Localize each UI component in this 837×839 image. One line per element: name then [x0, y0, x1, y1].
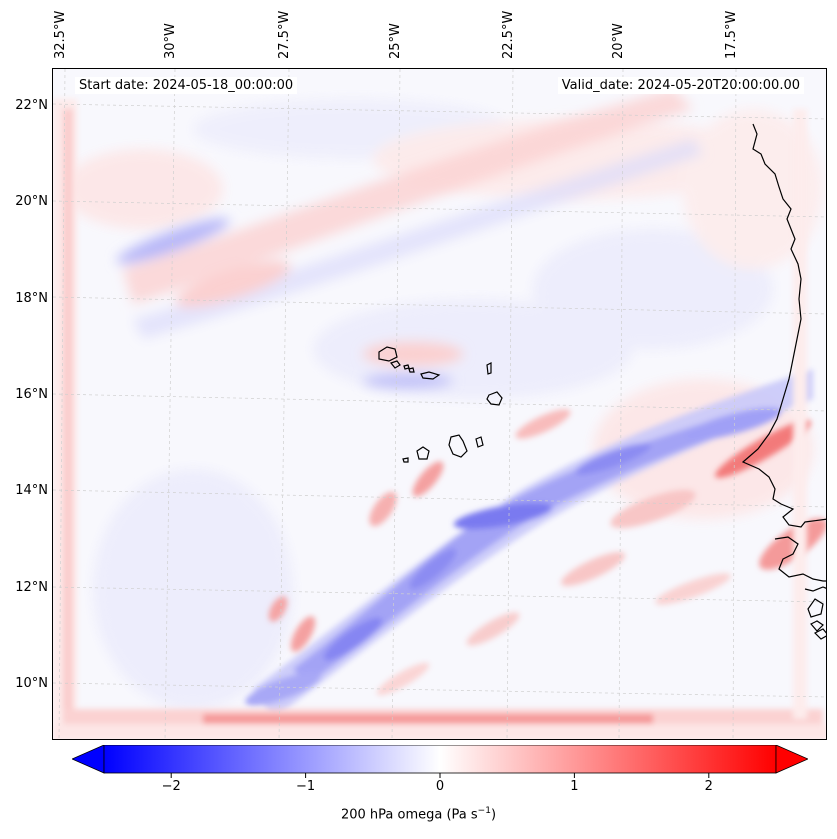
valid-date-label: Valid_date: 2024-05-20T20:00:00.00 — [557, 77, 804, 94]
colorbar-label: 200 hPa omega (Pa s−1) — [0, 806, 837, 822]
colorbar-tick-label: 0 — [435, 779, 445, 794]
colorbar-max-extend — [775, 745, 808, 774]
cape-verde-islands — [378, 346, 503, 463]
lat-label: 22°N — [15, 98, 48, 113]
coastline-africa — [741, 123, 826, 640]
colorbar-label-close: ) — [490, 807, 497, 823]
lon-label: 27.5°W — [277, 10, 292, 59]
gridlines — [53, 69, 826, 739]
map-panel: Start date: 2024-05-18_00:00:00 Valid_da… — [52, 68, 827, 740]
lon-label: 20°W — [611, 23, 626, 59]
start-date-label: Start date: 2024-05-18_00:00:00 — [75, 77, 298, 94]
lat-label: 18°N — [15, 291, 48, 306]
lon-label: 30°W — [163, 23, 178, 59]
colorbar-gradient — [103, 745, 777, 774]
lon-label: 17.5°W — [724, 10, 739, 59]
colorbar-min-extend — [72, 745, 105, 774]
lat-label: 12°N — [15, 580, 48, 595]
colorbar-tick-label: −2 — [161, 779, 181, 794]
omega-field-map — [53, 69, 826, 739]
lat-label: 14°N — [15, 483, 48, 498]
omega-field-broad — [63, 99, 823, 709]
colorbar — [72, 745, 808, 778]
lat-label: 20°N — [15, 194, 48, 209]
lon-label: 32.5°W — [53, 10, 68, 59]
colorbar-label-exponent: −1 — [477, 806, 491, 816]
lat-label: 10°N — [15, 676, 48, 691]
omega-field-red-streaks — [268, 409, 826, 696]
lon-label: 22.5°W — [501, 10, 516, 59]
colorbar-tick-label: 1 — [570, 779, 579, 794]
omega-field-north-bands — [116, 89, 703, 388]
lat-label: 16°N — [15, 387, 48, 402]
colorbar-tick-label: 2 — [704, 779, 713, 794]
colorbar-tick-label: −1 — [296, 779, 316, 794]
colorbar-label-text: 200 hPa omega (Pa s — [340, 807, 478, 823]
omega-field-convective-band — [245, 369, 813, 719]
lon-label: 25°W — [388, 23, 403, 59]
